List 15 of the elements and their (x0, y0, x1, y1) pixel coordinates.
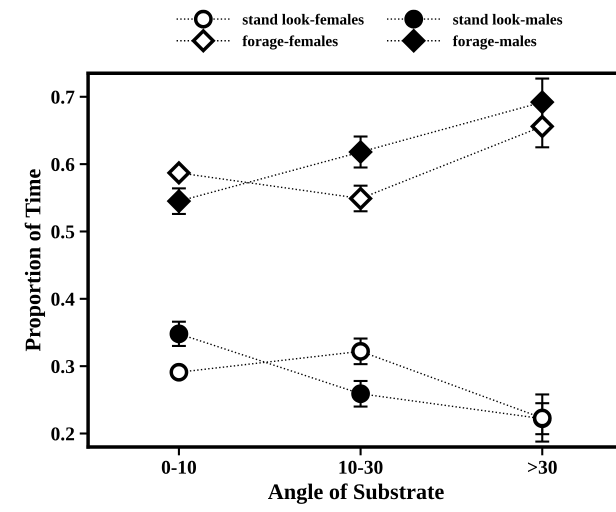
y-tick-label: 0.3 (51, 360, 74, 374)
x-axis-title: Angle of Substrate (268, 483, 444, 504)
x-tick-label: >30 (528, 460, 557, 474)
y-tick-label: 0.4 (51, 292, 75, 306)
y-tick-label: 0.7 (51, 90, 74, 104)
legend-label: forage-males (452, 35, 536, 50)
x-tick-label: 0-10 (162, 460, 196, 474)
y-tick-label: 0.2 (51, 427, 74, 441)
legend-label: stand look-males (453, 14, 562, 25)
y-axis-title: Proportion of Time (24, 169, 46, 352)
legend-label: stand look-females (242, 14, 364, 25)
y-tick-label: 0.5 (51, 225, 74, 238)
legend-label: forage-females (242, 35, 338, 50)
y-tick-label: 0.6 (51, 158, 74, 172)
x-tick-label: 10-30 (339, 460, 383, 474)
